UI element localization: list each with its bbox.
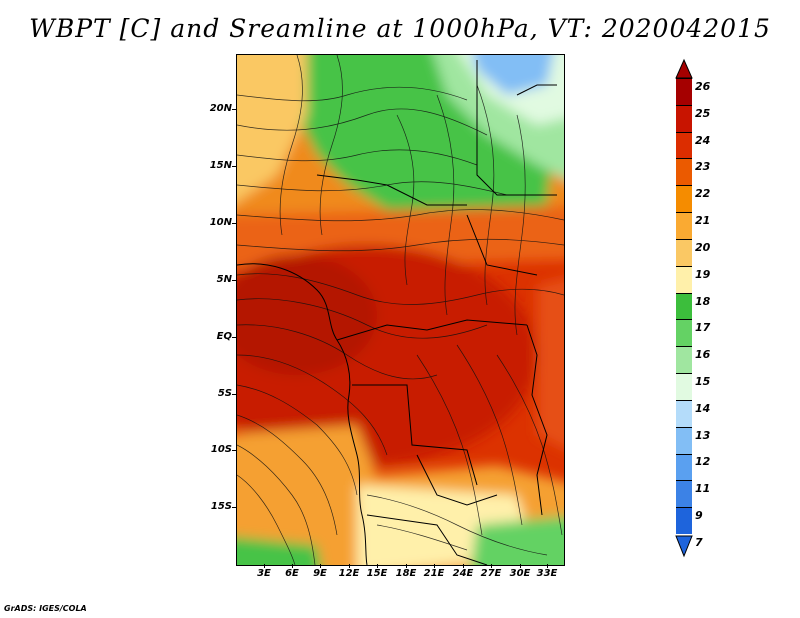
lon-tick bbox=[320, 564, 321, 568]
lat-label-eq: EQ bbox=[216, 331, 232, 342]
lon-tick bbox=[520, 564, 521, 568]
lon-label-15e: 15E bbox=[366, 568, 388, 579]
colorbar-top-arrow bbox=[675, 58, 693, 79]
colorbar-label: 16 bbox=[695, 348, 711, 361]
colorbar-label: 21 bbox=[695, 214, 711, 227]
wbpt-map bbox=[237, 55, 564, 565]
colorbar-swatch bbox=[676, 131, 692, 159]
colorbar-swatch bbox=[676, 104, 692, 132]
field-southwest-green bbox=[237, 537, 321, 565]
colorbar-label: 23 bbox=[695, 160, 711, 173]
streamlines bbox=[237, 55, 564, 565]
colorbar bbox=[676, 78, 692, 534]
field-northwest-yellow bbox=[237, 55, 307, 202]
lat-label-10n: 10N bbox=[209, 217, 232, 228]
lat-label-5s: 5S bbox=[217, 388, 232, 399]
colorbar-label: 13 bbox=[695, 429, 711, 442]
country-borders bbox=[237, 60, 557, 565]
lat-tick bbox=[232, 223, 236, 224]
field-northeast-blue bbox=[472, 55, 553, 95]
lat-tick bbox=[232, 450, 236, 451]
lat-label-15s: 15S bbox=[210, 501, 232, 512]
colorbar-swatch bbox=[676, 507, 692, 534]
colorbar-label: 20 bbox=[695, 241, 711, 254]
colorbar-label: 12 bbox=[695, 455, 711, 468]
lon-tick bbox=[491, 564, 492, 568]
lon-label-27e: 27E bbox=[480, 568, 502, 579]
colorbar-swatch bbox=[676, 292, 692, 320]
lat-tick bbox=[232, 166, 236, 167]
chart-title: WBPT [C] and Sreamline at 1000hPa, VT: 2… bbox=[29, 14, 771, 43]
colorbar-label: 14 bbox=[695, 402, 711, 415]
lon-label-33e: 33E bbox=[536, 568, 558, 579]
colorbar-label: 26 bbox=[695, 80, 711, 93]
field-southeast-green bbox=[471, 516, 564, 565]
lon-label-12e: 12E bbox=[338, 568, 360, 579]
lat-label-10s: 10S bbox=[210, 444, 232, 455]
lon-tick bbox=[264, 564, 265, 568]
lon-tick bbox=[377, 564, 378, 568]
colorbar-swatch bbox=[676, 453, 692, 481]
lon-tick bbox=[463, 564, 464, 568]
colorbar-swatch bbox=[676, 399, 692, 427]
field-west-core bbox=[237, 255, 377, 375]
colorbar-swatch bbox=[676, 346, 692, 374]
lon-tick bbox=[406, 564, 407, 568]
lon-tick bbox=[349, 564, 350, 568]
colorbar-label: 25 bbox=[695, 107, 711, 120]
colorbar-swatch bbox=[676, 480, 692, 508]
colorbar-swatch bbox=[676, 426, 692, 454]
colorbar-label: 18 bbox=[695, 295, 711, 308]
colorbar-label: 22 bbox=[695, 187, 711, 200]
colorbar-swatch bbox=[676, 319, 692, 347]
colorbar-label: 15 bbox=[695, 375, 711, 388]
map-panel bbox=[236, 54, 565, 566]
colorbar-swatch bbox=[676, 78, 692, 105]
lon-tick bbox=[434, 564, 435, 568]
lon-label-21e: 21E bbox=[423, 568, 445, 579]
lon-tick bbox=[292, 564, 293, 568]
colorbar-bottom-arrow bbox=[675, 535, 693, 558]
lon-label-30e: 30E bbox=[509, 568, 531, 579]
lon-label-18e: 18E bbox=[395, 568, 417, 579]
lat-tick bbox=[232, 109, 236, 110]
colorbar-swatch bbox=[676, 238, 692, 266]
colorbar-label: 24 bbox=[695, 134, 711, 147]
lat-tick bbox=[232, 394, 236, 395]
lon-tick bbox=[547, 564, 548, 568]
lat-tick bbox=[232, 507, 236, 508]
colorbar-swatch bbox=[676, 158, 692, 186]
colorbar-swatch bbox=[676, 185, 692, 213]
colorbar-label: 17 bbox=[695, 321, 711, 334]
colorbar-label: 9 bbox=[695, 509, 703, 522]
lon-label-9e: 9E bbox=[313, 568, 327, 579]
colorbar-label: 11 bbox=[695, 482, 711, 495]
lat-tick bbox=[232, 280, 236, 281]
field-east-rim bbox=[537, 278, 564, 449]
lon-label-6e: 6E bbox=[285, 568, 299, 579]
lon-label-3e: 3E bbox=[257, 568, 271, 579]
footer-credit: GrADS: IGES/COLA bbox=[4, 604, 87, 613]
lat-tick bbox=[232, 337, 236, 338]
lat-label-15n: 15N bbox=[209, 160, 232, 171]
colorbar-label: 19 bbox=[695, 268, 711, 281]
lat-label-5n: 5N bbox=[216, 274, 232, 285]
colorbar-label: 7 bbox=[695, 536, 703, 549]
colorbar-swatch bbox=[676, 212, 692, 239]
colorbar-swatch bbox=[676, 265, 692, 293]
colorbar-swatch bbox=[676, 373, 692, 400]
lon-label-24e: 24E bbox=[452, 568, 474, 579]
lat-label-20n: 20N bbox=[209, 103, 232, 114]
